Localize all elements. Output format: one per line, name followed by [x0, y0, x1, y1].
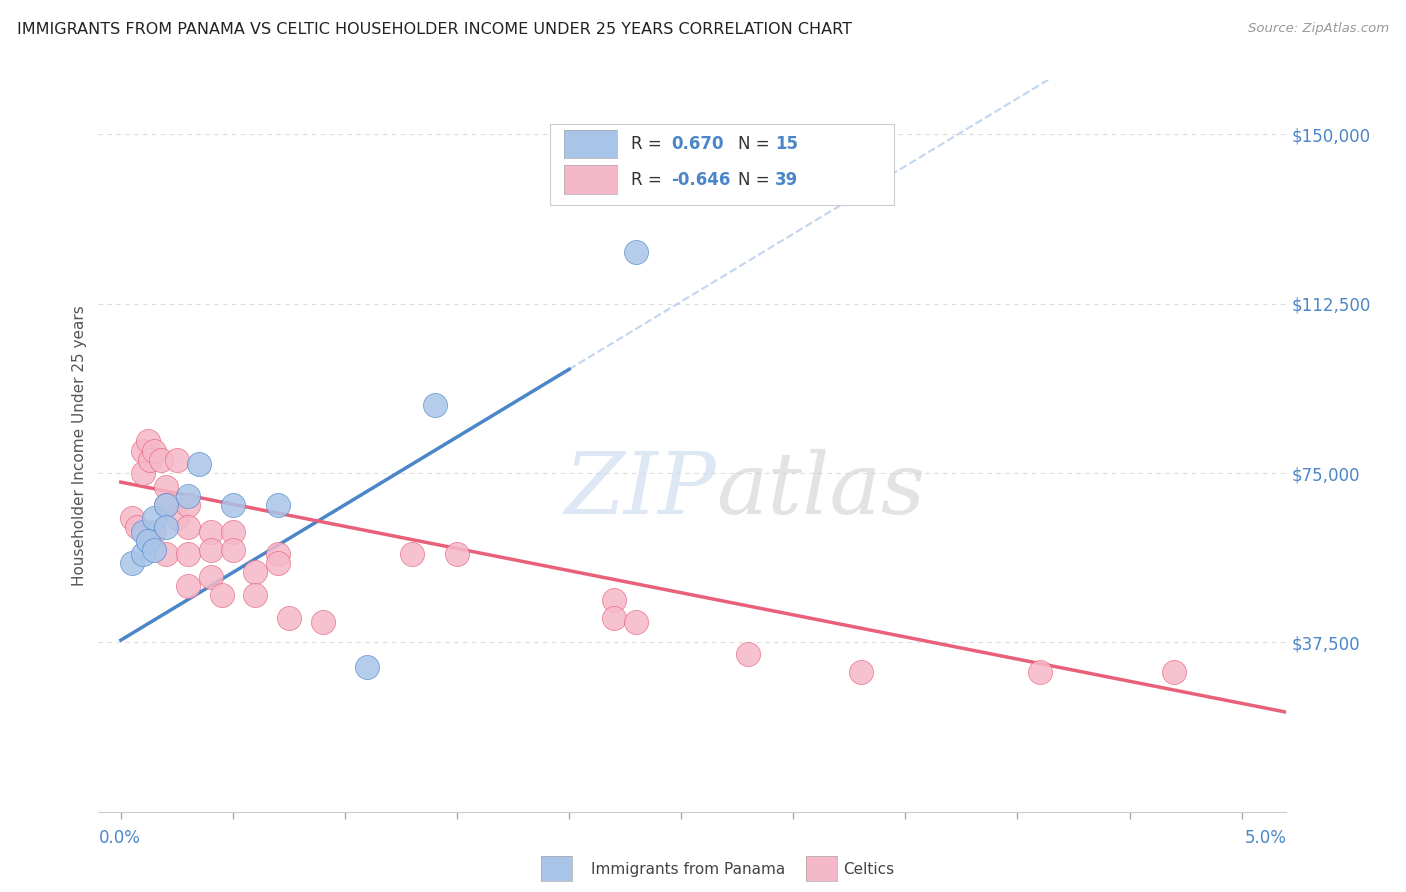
Point	[155, 498, 177, 512]
Text: Source: ZipAtlas.com: Source: ZipAtlas.com	[1249, 22, 1389, 36]
Point	[132, 524, 155, 539]
Point	[132, 443, 155, 458]
Point	[200, 524, 222, 539]
Point	[849, 665, 872, 679]
Point	[267, 557, 290, 571]
Text: 39: 39	[775, 170, 799, 188]
Point	[603, 610, 626, 624]
Point	[121, 511, 143, 525]
Point	[200, 570, 222, 584]
Point	[143, 542, 166, 557]
Point	[211, 588, 233, 602]
Point	[143, 511, 166, 525]
Text: -0.646: -0.646	[671, 170, 730, 188]
Point	[222, 498, 245, 512]
Point	[125, 520, 148, 534]
Point	[132, 466, 155, 480]
Point	[155, 547, 177, 561]
Point	[737, 647, 759, 661]
Point	[177, 579, 200, 593]
Point	[177, 498, 200, 512]
Point	[446, 547, 468, 561]
Point	[188, 457, 211, 471]
Text: R =: R =	[631, 135, 668, 153]
Y-axis label: Householder Income Under 25 years: Householder Income Under 25 years	[72, 306, 87, 586]
Text: 0.0%: 0.0%	[98, 829, 141, 847]
Text: N =: N =	[738, 170, 775, 188]
Point	[423, 398, 446, 412]
Point	[139, 452, 162, 467]
Point	[177, 520, 200, 534]
Point	[267, 547, 290, 561]
Text: 5.0%: 5.0%	[1244, 829, 1286, 847]
Point	[1029, 665, 1052, 679]
Point	[200, 542, 222, 557]
Point	[121, 557, 143, 571]
Point	[626, 244, 648, 259]
Point	[166, 511, 188, 525]
Text: atlas: atlas	[716, 449, 925, 532]
Point	[278, 610, 301, 624]
Point	[356, 660, 378, 674]
Text: 0.670: 0.670	[671, 135, 723, 153]
Text: ZIP: ZIP	[564, 449, 716, 532]
Point	[245, 588, 267, 602]
Point	[177, 547, 200, 561]
Point	[401, 547, 423, 561]
Point	[136, 434, 159, 449]
Point	[155, 498, 177, 512]
Point	[143, 443, 166, 458]
Point	[222, 524, 245, 539]
Point	[155, 520, 177, 534]
Point	[1163, 665, 1185, 679]
Point	[166, 452, 188, 467]
Point	[150, 452, 173, 467]
Text: Immigrants from Panama: Immigrants from Panama	[591, 863, 785, 877]
Point	[311, 615, 333, 629]
Point	[136, 533, 159, 548]
Text: 15: 15	[775, 135, 797, 153]
Point	[155, 480, 177, 494]
Point	[177, 489, 200, 503]
Point	[626, 615, 648, 629]
Text: N =: N =	[738, 135, 775, 153]
Text: IMMIGRANTS FROM PANAMA VS CELTIC HOUSEHOLDER INCOME UNDER 25 YEARS CORRELATION C: IMMIGRANTS FROM PANAMA VS CELTIC HOUSEHO…	[17, 22, 852, 37]
Point	[222, 542, 245, 557]
Point	[245, 566, 267, 580]
Point	[267, 498, 290, 512]
Text: R =: R =	[631, 170, 668, 188]
Point	[603, 592, 626, 607]
Text: Celtics: Celtics	[844, 863, 894, 877]
Point	[132, 547, 155, 561]
Point	[143, 524, 166, 539]
